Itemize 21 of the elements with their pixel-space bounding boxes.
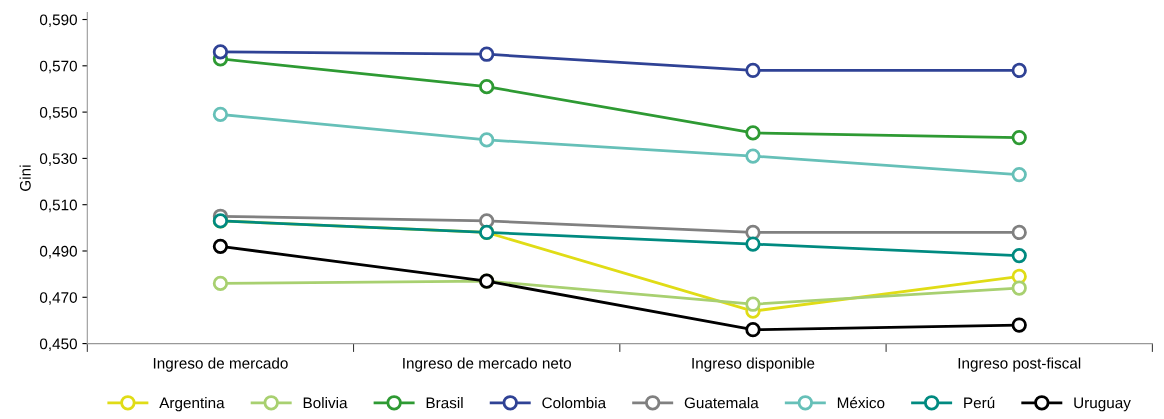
y-tick-label: 0,450 (39, 338, 77, 352)
y-tick-label: 0,490 (39, 245, 77, 259)
legend-label: Uruguay (1074, 397, 1131, 412)
y-tick-label: 0,590 (39, 14, 77, 28)
legend-label: Brasil (426, 397, 463, 409)
x-tick-label: Ingreso disponible (692, 357, 815, 372)
x-tick-label: Ingreso de mercado (153, 357, 288, 372)
y-tick-label: 0,470 (39, 292, 77, 305)
legend-label: México (837, 396, 885, 409)
y-tick-label: 0,550 (39, 106, 77, 120)
legend-label: Colombia (542, 397, 607, 409)
y-axis-title: Gini (19, 165, 31, 191)
legend-label: Guatemala (684, 397, 759, 409)
legend-label: Argentina (159, 397, 225, 412)
x-tick-label: Ingreso post-fiscal (958, 357, 1081, 372)
legend-label: Perú (964, 396, 995, 409)
y-tick-label: 0,530 (39, 153, 77, 166)
y-tick-label: 0,570 (39, 60, 77, 74)
legend-label: Bolivia (303, 397, 348, 409)
x-tick-label: Ingreso de mercado neto (403, 357, 571, 372)
y-tick-label: 0,510 (39, 199, 77, 213)
